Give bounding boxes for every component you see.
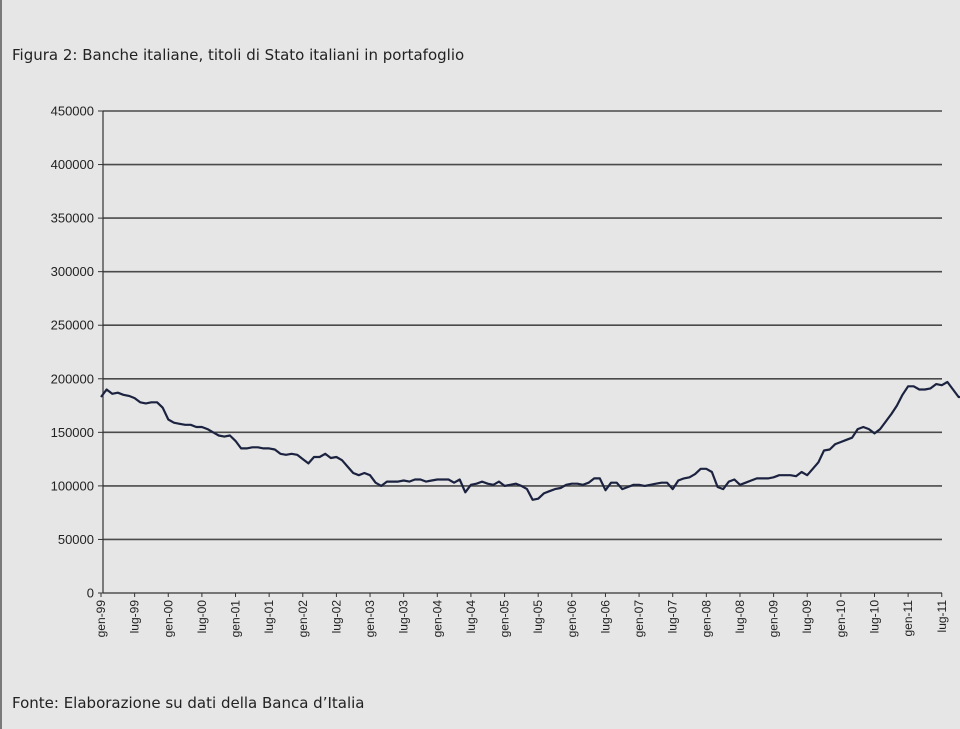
y-tick-label: 450000 (51, 104, 94, 119)
y-tick-label: 0 (87, 586, 94, 601)
x-tick-label: gen-02 (296, 600, 310, 638)
y-tick-label: 100000 (51, 478, 94, 493)
x-tick-label: gen-05 (498, 600, 512, 638)
x-tick-label: lug-99 (128, 600, 142, 634)
x-axis-ticks: gen-99 lug-99 gen-00 lug-00 gen-01 lug-01 gen-… (94, 593, 949, 638)
grid-lines (103, 110, 942, 541)
x-tick-label: gen-09 (767, 600, 781, 638)
x-tick-label: lug-04 (464, 600, 478, 634)
x-tick-label: gen-00 (161, 600, 175, 638)
y-tick-label: 350000 (51, 211, 94, 226)
axes (102, 111, 942, 594)
x-tick-label: lug-11 (935, 600, 949, 633)
x-tick-label: lug-01 (262, 600, 276, 634)
x-tick-label: lug-05 (531, 600, 545, 634)
chart-title: Figura 2: Banche italiane, titoli di Sta… (12, 46, 465, 64)
series-layer (100, 380, 960, 501)
x-tick-label: gen-07 (632, 600, 646, 638)
y-tick-label: 250000 (51, 318, 94, 333)
x-tick-label: lug-03 (397, 600, 411, 634)
x-tick-label: lug-09 (800, 600, 814, 634)
y-axis-ticks: 0 50000 100000 150000 200000 250000 300000 3500… (51, 104, 103, 601)
x-tick-label: gen-01 (229, 600, 243, 638)
series-line-0 (100, 380, 960, 501)
y-tick-label: 50000 (58, 532, 94, 547)
x-tick-label: lug-06 (598, 600, 612, 634)
x-tick-label: gen-06 (565, 600, 579, 638)
y-tick-label: 300000 (51, 264, 94, 279)
x-tick-label: lug-02 (329, 600, 343, 634)
y-tick-label: 400000 (51, 157, 94, 172)
x-tick-label: gen-10 (834, 600, 848, 638)
chart-source: Fonte: Elaborazione su dati della Banca … (12, 694, 365, 712)
x-tick-label: gen-04 (430, 600, 444, 638)
y-tick-label: 150000 (51, 425, 94, 440)
x-tick-label: gen-03 (363, 600, 377, 638)
y-tick-label: 200000 (51, 371, 94, 386)
x-tick-label: lug-00 (195, 600, 209, 634)
x-tick-label: gen-08 (699, 600, 713, 638)
x-tick-label: gen-99 (94, 600, 108, 638)
x-tick-label: lug-10 (867, 600, 881, 634)
x-tick-label: gen-11 (901, 600, 915, 637)
x-tick-label: lug-07 (666, 600, 680, 634)
x-tick-label: lug-08 (733, 600, 747, 634)
